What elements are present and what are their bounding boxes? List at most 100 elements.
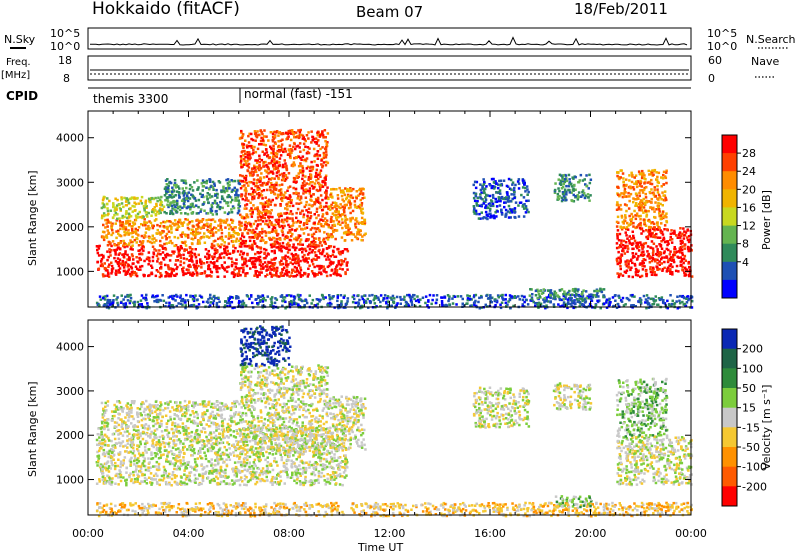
range-gate-cell	[477, 197, 480, 200]
cpid-label: CPID	[6, 89, 38, 103]
range-gate-cell	[124, 296, 127, 299]
range-gate-cell	[325, 221, 328, 224]
range-gate-cell	[99, 295, 102, 298]
range-gate-cell	[513, 187, 516, 190]
range-gate-cell	[174, 236, 177, 239]
range-gate-cell	[272, 155, 275, 158]
range-gate-cell	[253, 146, 256, 149]
range-gate-cell	[632, 197, 635, 200]
range-gate-cell	[155, 203, 158, 206]
range-gate-cell	[635, 253, 638, 256]
range-gate-cell	[286, 237, 289, 240]
range-gate-cell	[325, 156, 328, 159]
range-gate-cell	[140, 200, 143, 203]
range-gate-cell	[490, 205, 493, 208]
range-gate-cell	[209, 181, 212, 184]
range-gate-cell	[187, 236, 190, 239]
range-gate-cell	[180, 212, 183, 215]
range-gate-cell	[248, 154, 251, 157]
range-gate-cell	[243, 252, 246, 255]
range-gate-cell	[242, 180, 245, 183]
range-gate-cell	[273, 269, 276, 272]
range-gate-cell	[479, 183, 482, 186]
range-gate-cell	[360, 209, 363, 212]
range-gate-cell	[595, 304, 598, 307]
range-gate-cell	[681, 252, 684, 255]
range-gate-cell	[317, 201, 320, 204]
range-gate-cell	[256, 245, 259, 248]
range-gate-cell	[627, 228, 630, 231]
range-gate-cell	[503, 180, 506, 183]
range-gate-cell	[280, 212, 283, 215]
range-gate-cell	[254, 140, 257, 143]
range-gate-cell	[164, 264, 167, 267]
range-gate-cell	[125, 261, 128, 264]
range-gate-cell	[316, 256, 319, 259]
range-gate-cell	[250, 145, 253, 148]
range-gate-cell	[282, 274, 285, 277]
range-gate-cell	[233, 262, 236, 265]
range-gate-cell	[499, 192, 502, 195]
range-gate-cell	[147, 275, 150, 278]
range-gate-cell	[199, 193, 202, 196]
range-gate-cell	[637, 255, 640, 258]
range-gate-cell	[214, 184, 217, 187]
range-gate-cell	[295, 192, 298, 195]
range-gate-cell	[587, 196, 590, 199]
range-gate-cell	[256, 208, 259, 211]
range-gate-cell	[262, 165, 265, 168]
range-gate-cell	[240, 130, 243, 133]
range-gate-cell	[371, 294, 374, 297]
range-gate-cell	[617, 251, 620, 254]
range-gate-cell	[217, 204, 220, 207]
range-gate-cell	[302, 174, 305, 177]
range-gate-cell	[190, 203, 193, 206]
range-gate-cell	[103, 231, 106, 234]
range-gate-cell	[134, 239, 137, 242]
range-gate-cell	[287, 263, 290, 266]
range-gate-cell	[354, 219, 357, 222]
range-gate-cell	[661, 191, 664, 194]
range-gate-cell	[618, 276, 621, 279]
range-gate-cell	[141, 253, 144, 256]
nsky-tick-bottom: 10^0	[50, 40, 80, 53]
range-gate-cell	[246, 203, 249, 206]
range-gate-cell	[557, 303, 560, 306]
range-gate-cell	[617, 216, 620, 219]
range-gate-cell	[325, 194, 328, 197]
range-gate-cell	[264, 152, 267, 155]
range-gate-cell	[240, 166, 243, 169]
range-gate-cell	[681, 301, 684, 304]
range-gate-cell	[303, 232, 306, 235]
range-gate-cell	[667, 243, 670, 246]
range-gate-cell	[210, 223, 213, 226]
range-gate-cell	[231, 199, 234, 202]
range-gate-cell	[250, 207, 253, 210]
range-gate-cell	[189, 251, 192, 254]
range-gate-cell	[473, 205, 476, 208]
range-gate-cell	[224, 261, 227, 264]
range-gate-cell	[676, 251, 679, 254]
range-gate-cell	[257, 148, 260, 151]
range-gate-cell	[199, 237, 202, 240]
range-gate-cell	[263, 210, 266, 213]
range-gate-cell	[345, 222, 348, 225]
range-gate-cell	[175, 184, 178, 187]
range-gate-cell	[638, 209, 641, 212]
range-gate-cell	[176, 266, 179, 269]
range-gate-cell	[285, 167, 288, 170]
range-gate-cell	[280, 295, 283, 298]
range-gate-cell	[219, 253, 222, 256]
range-gate-cell	[279, 238, 282, 241]
range-gate-cell	[342, 189, 345, 192]
range-gate-cell	[650, 232, 653, 235]
range-gate-cell	[641, 170, 644, 173]
range-gate-cell	[224, 250, 227, 253]
range-gate-cell	[321, 199, 324, 202]
range-gate-cell	[322, 136, 325, 139]
range-gate-cell	[302, 135, 305, 138]
range-gate-cell	[133, 196, 136, 199]
range-gate-cell	[216, 270, 219, 273]
range-gate-cell	[317, 158, 320, 161]
range-gate-cell	[332, 231, 335, 234]
